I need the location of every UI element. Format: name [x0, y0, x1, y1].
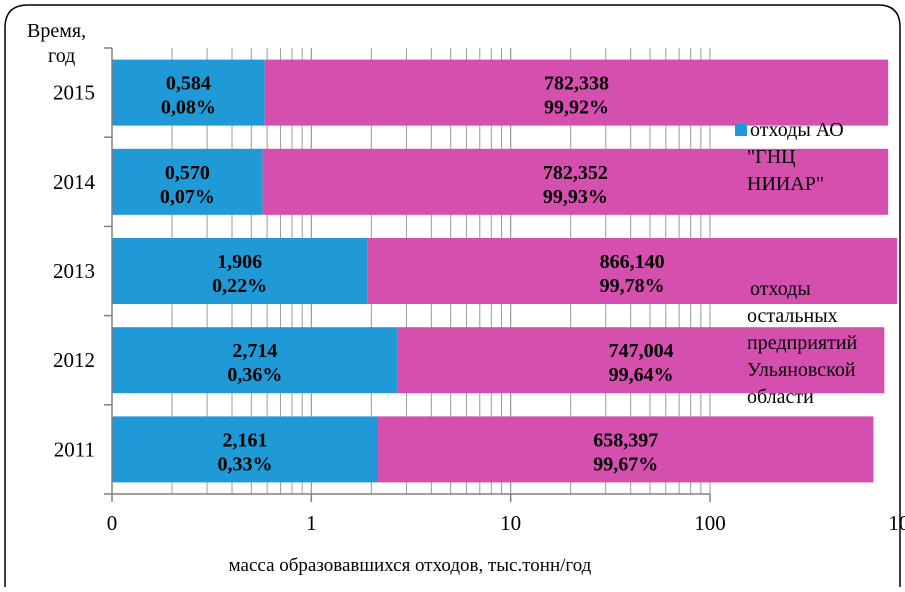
- x-axis-title: масса образовавшихся отходов, тыс.тонн/г…: [229, 555, 592, 576]
- y-tick-label: 2015: [53, 81, 95, 105]
- legend-label-line: "ГНЦ: [747, 146, 796, 168]
- data-label-percent: 99,78%: [600, 275, 665, 297]
- legend-label-line: остальных: [747, 305, 838, 327]
- data-label-value: 866,140: [600, 251, 665, 273]
- y-tick-label: 2011: [54, 437, 95, 461]
- bar-segment-niiar: [112, 237, 368, 305]
- data-label-value: 1,906: [217, 251, 262, 273]
- data-label-percent: 0,22%: [212, 275, 267, 297]
- legend: отходы АО "ГНЦ НИИАР" отходы остальных предпр…: [735, 119, 858, 408]
- data-label-percent: 99,67%: [593, 453, 658, 475]
- bars-layer: [112, 59, 898, 483]
- data-label-percent: 0,07%: [160, 186, 215, 208]
- legend-label-line: Ульяновской: [747, 359, 856, 381]
- legend-swatch: [735, 283, 747, 295]
- data-label-percent: 99,92%: [544, 97, 609, 119]
- data-label-percent: 0,36%: [227, 364, 282, 386]
- bar-segment-others: [397, 327, 885, 394]
- data-label-value: 747,004: [609, 340, 674, 362]
- legend-label-line: предприятий: [747, 332, 858, 354]
- data-label-value: 658,397: [593, 429, 658, 451]
- axes-layer: [104, 47, 711, 502]
- data-label-percent: 99,93%: [543, 186, 608, 208]
- y-tick-label: 2013: [53, 259, 95, 283]
- bar-segment-others: [264, 59, 889, 126]
- bar-segment-others: [378, 416, 874, 483]
- data-label-percent: 0,33%: [218, 453, 273, 475]
- bar-segment-others: [367, 237, 898, 305]
- x-tick-label: 1: [306, 511, 317, 535]
- data-label-value: 782,352: [543, 162, 608, 184]
- legend-label-line: отходы: [750, 278, 811, 300]
- bar-segment-niiar: [112, 416, 379, 483]
- bar-segment-niiar: [112, 59, 265, 126]
- data-label-value: 0,570: [165, 162, 210, 184]
- data-label-percent: 0,08%: [161, 97, 216, 119]
- data-label-value: 782,338: [544, 73, 609, 95]
- data-label-value: 2,161: [223, 429, 268, 451]
- x-tick-label: 1000: [888, 511, 905, 535]
- bar-segment-others: [262, 148, 889, 215]
- x-tick-label: 100: [694, 511, 726, 535]
- legend-swatch: [735, 124, 747, 136]
- data-label-percent: 99,64%: [609, 364, 674, 386]
- y-axis-title-line2: год: [48, 45, 75, 67]
- x-tick-label: 10: [500, 511, 521, 535]
- bar-segment-niiar: [112, 148, 263, 215]
- data-label-value: 2,714: [232, 340, 277, 362]
- legend-label-line: НИИАР": [747, 173, 824, 195]
- legend-label-line: области: [747, 386, 814, 408]
- legend-label-line: отходы АО: [750, 119, 844, 141]
- y-tick-label: 2012: [53, 348, 95, 372]
- x-tick-label: 0: [107, 511, 118, 535]
- y-tick-label: 2014: [53, 170, 96, 194]
- y-axis-title-line1: Время,: [27, 20, 86, 42]
- data-label-value: 0,584: [166, 73, 211, 95]
- bar-segment-niiar: [112, 327, 398, 394]
